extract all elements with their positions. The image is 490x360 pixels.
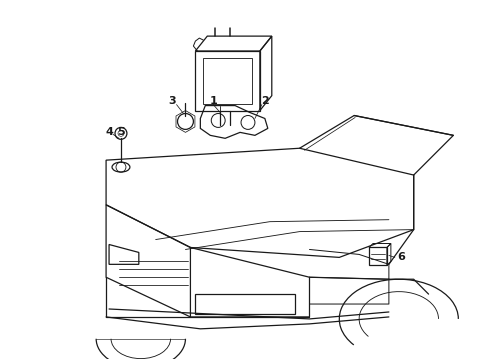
- Text: 4: 4: [105, 127, 113, 138]
- Text: 1: 1: [209, 96, 217, 105]
- Text: 5: 5: [117, 127, 125, 138]
- Text: 2: 2: [261, 96, 269, 105]
- Text: 3: 3: [169, 96, 176, 105]
- Text: 6: 6: [397, 252, 405, 262]
